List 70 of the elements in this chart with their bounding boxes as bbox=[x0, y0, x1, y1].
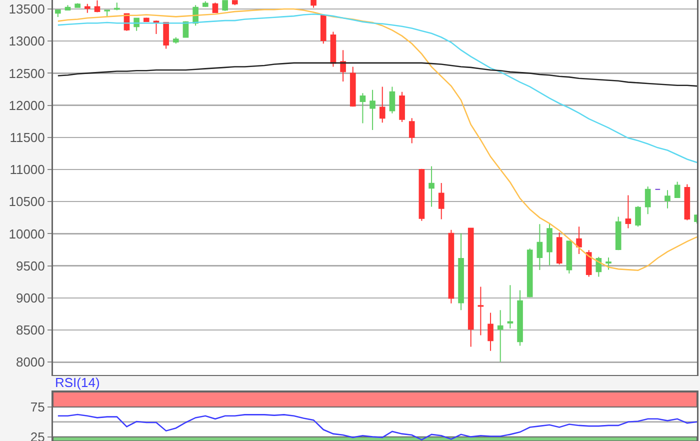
candlestick bbox=[586, 250, 592, 278]
y-tick-label: 8000 bbox=[16, 354, 45, 370]
candlestick bbox=[478, 286, 484, 336]
candlestick bbox=[330, 31, 336, 68]
line-series bbox=[57, 13, 697, 164]
y-tick-label: 8500 bbox=[16, 322, 45, 338]
candlestick bbox=[684, 184, 690, 221]
annotation: RSI(14) bbox=[55, 375, 100, 390]
y-tick-label: 75 bbox=[30, 399, 45, 414]
candlestick bbox=[507, 284, 514, 329]
y-tick-label: 13500 bbox=[8, 2, 45, 17]
y-tick-label: 11000 bbox=[10, 162, 45, 178]
candlestick bbox=[84, 3, 90, 14]
candlestick bbox=[399, 91, 405, 122]
y-tick-label: 12000 bbox=[8, 98, 45, 113]
candlestick bbox=[212, 2, 218, 14]
candlestick bbox=[370, 89, 376, 131]
y-tick-label: 13000 bbox=[8, 34, 45, 49]
candlestick bbox=[536, 224, 543, 271]
candlestick bbox=[64, 4, 71, 11]
candlestick bbox=[615, 216, 622, 251]
candlestick bbox=[340, 50, 346, 82]
candlestick bbox=[488, 312, 494, 352]
candlestick bbox=[172, 36, 179, 44]
candlestick bbox=[625, 194, 632, 229]
y-tick-label: 10500 bbox=[8, 194, 45, 210]
candlestick bbox=[350, 66, 356, 108]
candlestick bbox=[606, 256, 612, 270]
line-series bbox=[57, 62, 697, 87]
candlestick bbox=[576, 226, 582, 254]
candlestick bbox=[526, 248, 533, 298]
y-tick-label: 11500 bbox=[10, 130, 45, 145]
line-series bbox=[57, 414, 697, 440]
candlestick bbox=[418, 168, 425, 222]
candlestick bbox=[635, 206, 641, 228]
y-tick-label: 12500 bbox=[8, 66, 45, 81]
candlestick bbox=[546, 222, 552, 266]
candlestick bbox=[428, 166, 434, 208]
y-tick-label: 10000 bbox=[8, 226, 45, 242]
candlestick bbox=[644, 186, 651, 215]
candlestick bbox=[144, 17, 150, 22]
candlestick bbox=[379, 86, 386, 124]
candlestick bbox=[438, 182, 444, 220]
candlestick bbox=[222, 0, 228, 12]
candlestick bbox=[468, 227, 474, 348]
candlestick bbox=[448, 229, 454, 304]
candlestick bbox=[360, 92, 366, 124]
candlestick bbox=[153, 20, 160, 35]
y-tick-label: 9500 bbox=[16, 258, 45, 274]
line-series bbox=[57, 8, 697, 271]
candlestick bbox=[664, 190, 670, 209]
candlestick bbox=[320, 14, 326, 44]
candlestick bbox=[674, 181, 680, 198]
y-tick-label: 9000 bbox=[16, 290, 45, 306]
candlestick bbox=[556, 232, 562, 266]
candlestick bbox=[389, 86, 396, 114]
candlestick bbox=[74, 2, 80, 8]
candlestick bbox=[517, 290, 523, 346]
candlestick bbox=[163, 22, 169, 50]
candlestick bbox=[310, 0, 316, 8]
candlestick bbox=[114, 2, 120, 11]
candlestick bbox=[55, 9, 61, 18]
candlestick bbox=[94, 0, 100, 13]
candlestick bbox=[408, 118, 415, 144]
candlestick bbox=[202, 0, 208, 8]
candlestick bbox=[104, 9, 110, 17]
candlestick bbox=[232, 0, 238, 6]
candlestick bbox=[566, 240, 572, 274]
candlestick bbox=[458, 232, 464, 311]
candlestick bbox=[497, 310, 504, 362]
